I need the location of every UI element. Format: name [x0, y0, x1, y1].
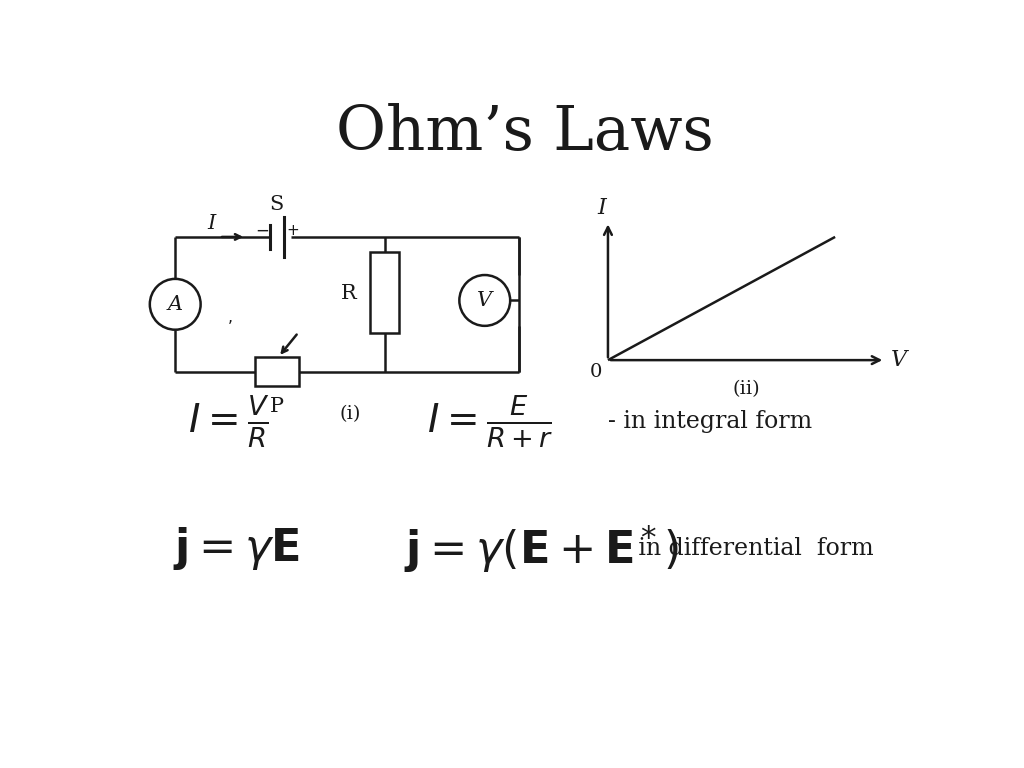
Text: V: V: [891, 349, 907, 371]
Text: S: S: [269, 195, 284, 214]
Text: I: I: [597, 197, 606, 219]
Text: (ii): (ii): [733, 380, 761, 399]
Text: $\mathbf{j} = \gamma\mathbf{E}$: $\mathbf{j} = \gamma\mathbf{E}$: [173, 525, 300, 572]
Text: Ohm’s Laws: Ohm’s Laws: [336, 103, 714, 163]
Text: $I = \frac{E}{R+r}$: $I = \frac{E}{R+r}$: [427, 393, 553, 450]
Bar: [370, 253, 399, 333]
Text: $\mathbf{j} = \gamma(\mathbf{E} + \mathbf{E}^*)$: $\mathbf{j} = \gamma(\mathbf{E} + \mathb…: [403, 522, 679, 575]
Circle shape: [150, 279, 201, 329]
Text: - in integral form: - in integral form: [608, 410, 812, 433]
Text: $I = \frac{V}{R}$: $I = \frac{V}{R}$: [188, 393, 269, 450]
Text: I: I: [207, 214, 215, 233]
Text: P: P: [270, 397, 284, 416]
Text: −: −: [255, 222, 269, 240]
Text: ʼ: ʼ: [228, 320, 233, 335]
Text: +: +: [287, 223, 299, 238]
Text: V: V: [477, 291, 493, 310]
Text: - in differential  form: - in differential form: [624, 538, 874, 561]
Text: R: R: [340, 283, 356, 303]
Circle shape: [460, 275, 510, 326]
Text: A: A: [168, 295, 182, 314]
Text: (i): (i): [339, 405, 360, 423]
Bar: [255, 357, 299, 386]
Text: 0: 0: [590, 363, 602, 382]
